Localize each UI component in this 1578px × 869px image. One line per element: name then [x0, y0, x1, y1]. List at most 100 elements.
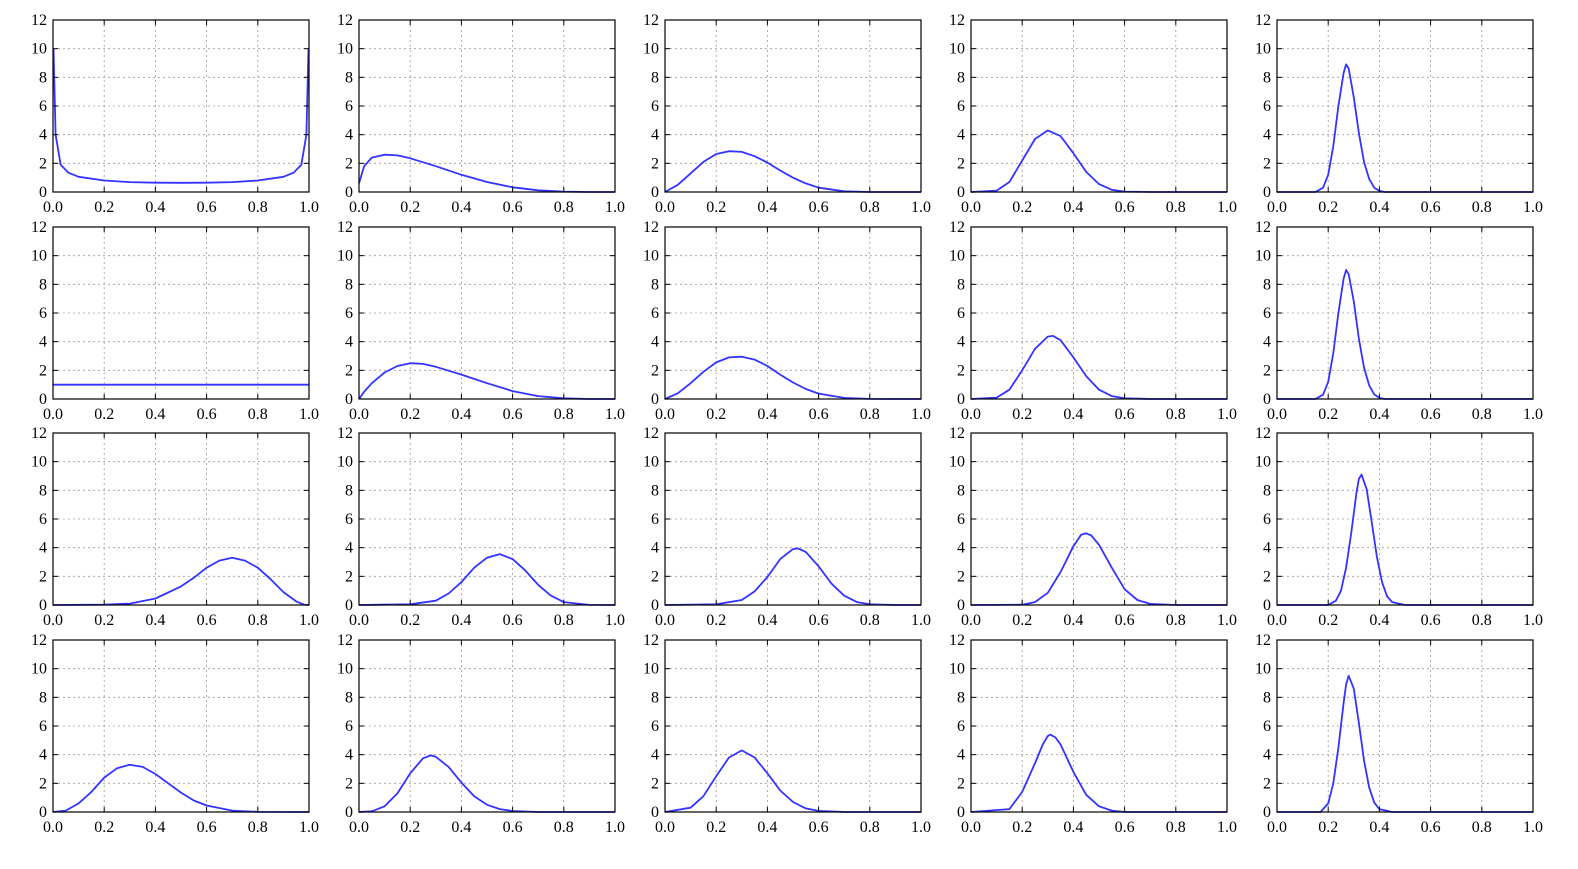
y-tick-label: 2	[345, 155, 353, 172]
y-tick-label: 12	[949, 219, 965, 236]
y-tick-label: 0	[957, 804, 965, 821]
y-tick-label: 10	[31, 661, 47, 678]
y-tick-label: 4	[651, 127, 659, 144]
y-tick-label: 6	[1263, 305, 1271, 322]
y-tick-label: 2	[957, 362, 965, 379]
x-tick-label: 0.0	[349, 199, 369, 216]
y-tick-label: 6	[39, 718, 47, 735]
x-tick-label: 0.8	[248, 199, 268, 216]
x-tick-label: 0.4	[145, 199, 165, 216]
y-tick-label: 2	[1263, 155, 1271, 172]
y-tick-label: 6	[39, 511, 47, 528]
x-tick-label: 0.8	[860, 819, 880, 836]
y-tick-label: 8	[345, 69, 353, 86]
plot-frame	[664, 19, 922, 193]
y-tick-label: 6	[651, 511, 659, 528]
x-tick-label: 0.8	[554, 612, 574, 629]
x-tick-label: 0.8	[554, 819, 574, 836]
y-tick-label: 8	[1263, 276, 1271, 293]
x-tick-label: 0.0	[655, 819, 675, 836]
y-tick-label: 8	[957, 482, 965, 499]
y-tick-label: 12	[949, 632, 965, 649]
y-tick-label: 0	[651, 184, 659, 201]
y-tick-label: 2	[345, 775, 353, 792]
plot-frame	[664, 639, 922, 813]
y-tick-label: 12	[1255, 632, 1271, 649]
x-tick-label: 0.6	[197, 819, 217, 836]
x-tick-label: 0.6	[1115, 612, 1135, 629]
x-tick-label: 0.0	[43, 199, 63, 216]
x-tick-label: 0.2	[706, 612, 726, 629]
y-tick-label: 12	[1255, 425, 1271, 442]
x-tick-label: 0.0	[655, 612, 675, 629]
x-tick-label: 1.0	[1217, 199, 1237, 216]
x-tick-label: 0.2	[400, 819, 420, 836]
y-tick-label: 10	[337, 454, 353, 471]
y-tick-label: 2	[1263, 362, 1271, 379]
x-tick-label: 0.6	[1421, 612, 1441, 629]
y-tick-label: 0	[345, 597, 353, 614]
x-tick-label: 0.4	[1369, 612, 1389, 629]
x-tick-label: 0.4	[145, 819, 165, 836]
y-tick-label: 0	[345, 184, 353, 201]
x-tick-label: 0.2	[400, 612, 420, 629]
y-tick-label: 10	[643, 454, 659, 471]
x-tick-label: 0.0	[349, 612, 369, 629]
x-tick-label: 1.0	[299, 406, 319, 423]
y-tick-label: 2	[957, 775, 965, 792]
density-curve	[664, 150, 921, 193]
y-tick-label: 12	[643, 425, 659, 442]
y-tick-label: 12	[337, 425, 353, 442]
subplot-r4c4: 0.0 0.2 0.4 0.6 0.8 1.0 0 2 4 6 8 10 12	[949, 632, 1237, 836]
y-tick-label: 6	[957, 98, 965, 115]
y-tick-label: 0	[957, 597, 965, 614]
x-tick-label: 0.6	[809, 199, 829, 216]
subplot-r3c3: 0.0 0.2 0.4 0.6 0.8 1.0 0 2 4 6 8 10 12	[643, 425, 931, 629]
x-tick-label: 0.4	[1369, 819, 1389, 836]
plot-frame	[1276, 639, 1534, 813]
y-tick-label: 6	[957, 718, 965, 735]
x-tick-label: 0.0	[349, 406, 369, 423]
density-curve	[358, 362, 615, 400]
x-tick-label: 0.4	[1369, 406, 1389, 423]
x-tick-label: 0.8	[1472, 612, 1492, 629]
subplot-r1c5: 0.0 0.2 0.4 0.6 0.8 1.0 0 2 4 6 8 10 12	[1255, 12, 1543, 216]
x-tick-label: 1.0	[299, 199, 319, 216]
subplot-r1c4: 0.0 0.2 0.4 0.6 0.8 1.0 0 2 4 6 8 10 12	[949, 12, 1237, 216]
y-tick-label: 8	[39, 689, 47, 706]
y-tick-label: 6	[345, 718, 353, 735]
density-curve	[358, 553, 616, 606]
subplot-r2c4: 0.0 0.2 0.4 0.6 0.8 1.0 0 2 4 6 8 10 12	[949, 219, 1237, 423]
x-tick-label: 0.4	[145, 612, 165, 629]
y-tick-label: 4	[651, 334, 659, 351]
x-tick-label: 0.0	[1267, 819, 1287, 836]
x-tick-label: 0.6	[1115, 819, 1135, 836]
x-tick-label: 1.0	[1217, 406, 1237, 423]
y-tick-label: 8	[957, 69, 965, 86]
y-tick-label: 2	[651, 155, 659, 172]
x-tick-label: 0.2	[706, 406, 726, 423]
x-tick-label: 0.6	[503, 406, 523, 423]
subplot-r1c3: 0.0 0.2 0.4 0.6 0.8 1.0 0 2 4 6 8 10 12	[643, 12, 931, 216]
y-tick-label: 0	[39, 391, 47, 408]
y-tick-label: 6	[1263, 511, 1271, 528]
y-tick-label: 8	[651, 69, 659, 86]
x-tick-label: 0.0	[349, 819, 369, 836]
y-tick-label: 6	[39, 98, 47, 115]
x-tick-label: 0.6	[1421, 819, 1441, 836]
x-tick-label: 0.2	[1318, 406, 1338, 423]
x-tick-label: 0.2	[1318, 199, 1338, 216]
subplot-r4c3: 0.0 0.2 0.4 0.6 0.8 1.0 0 2 4 6 8 10 12	[643, 632, 931, 836]
plot-frame	[358, 639, 616, 813]
y-tick-label: 8	[651, 276, 659, 293]
y-tick-label: 0	[651, 804, 659, 821]
y-tick-label: 4	[39, 747, 47, 764]
y-tick-label: 4	[957, 334, 965, 351]
y-tick-label: 10	[643, 248, 659, 265]
x-tick-label: 1.0	[911, 819, 931, 836]
density-curve	[52, 763, 310, 813]
y-tick-label: 2	[39, 155, 47, 172]
y-tick-label: 0	[345, 804, 353, 821]
x-tick-label: 0.4	[451, 406, 471, 423]
y-tick-label: 2	[651, 362, 659, 379]
